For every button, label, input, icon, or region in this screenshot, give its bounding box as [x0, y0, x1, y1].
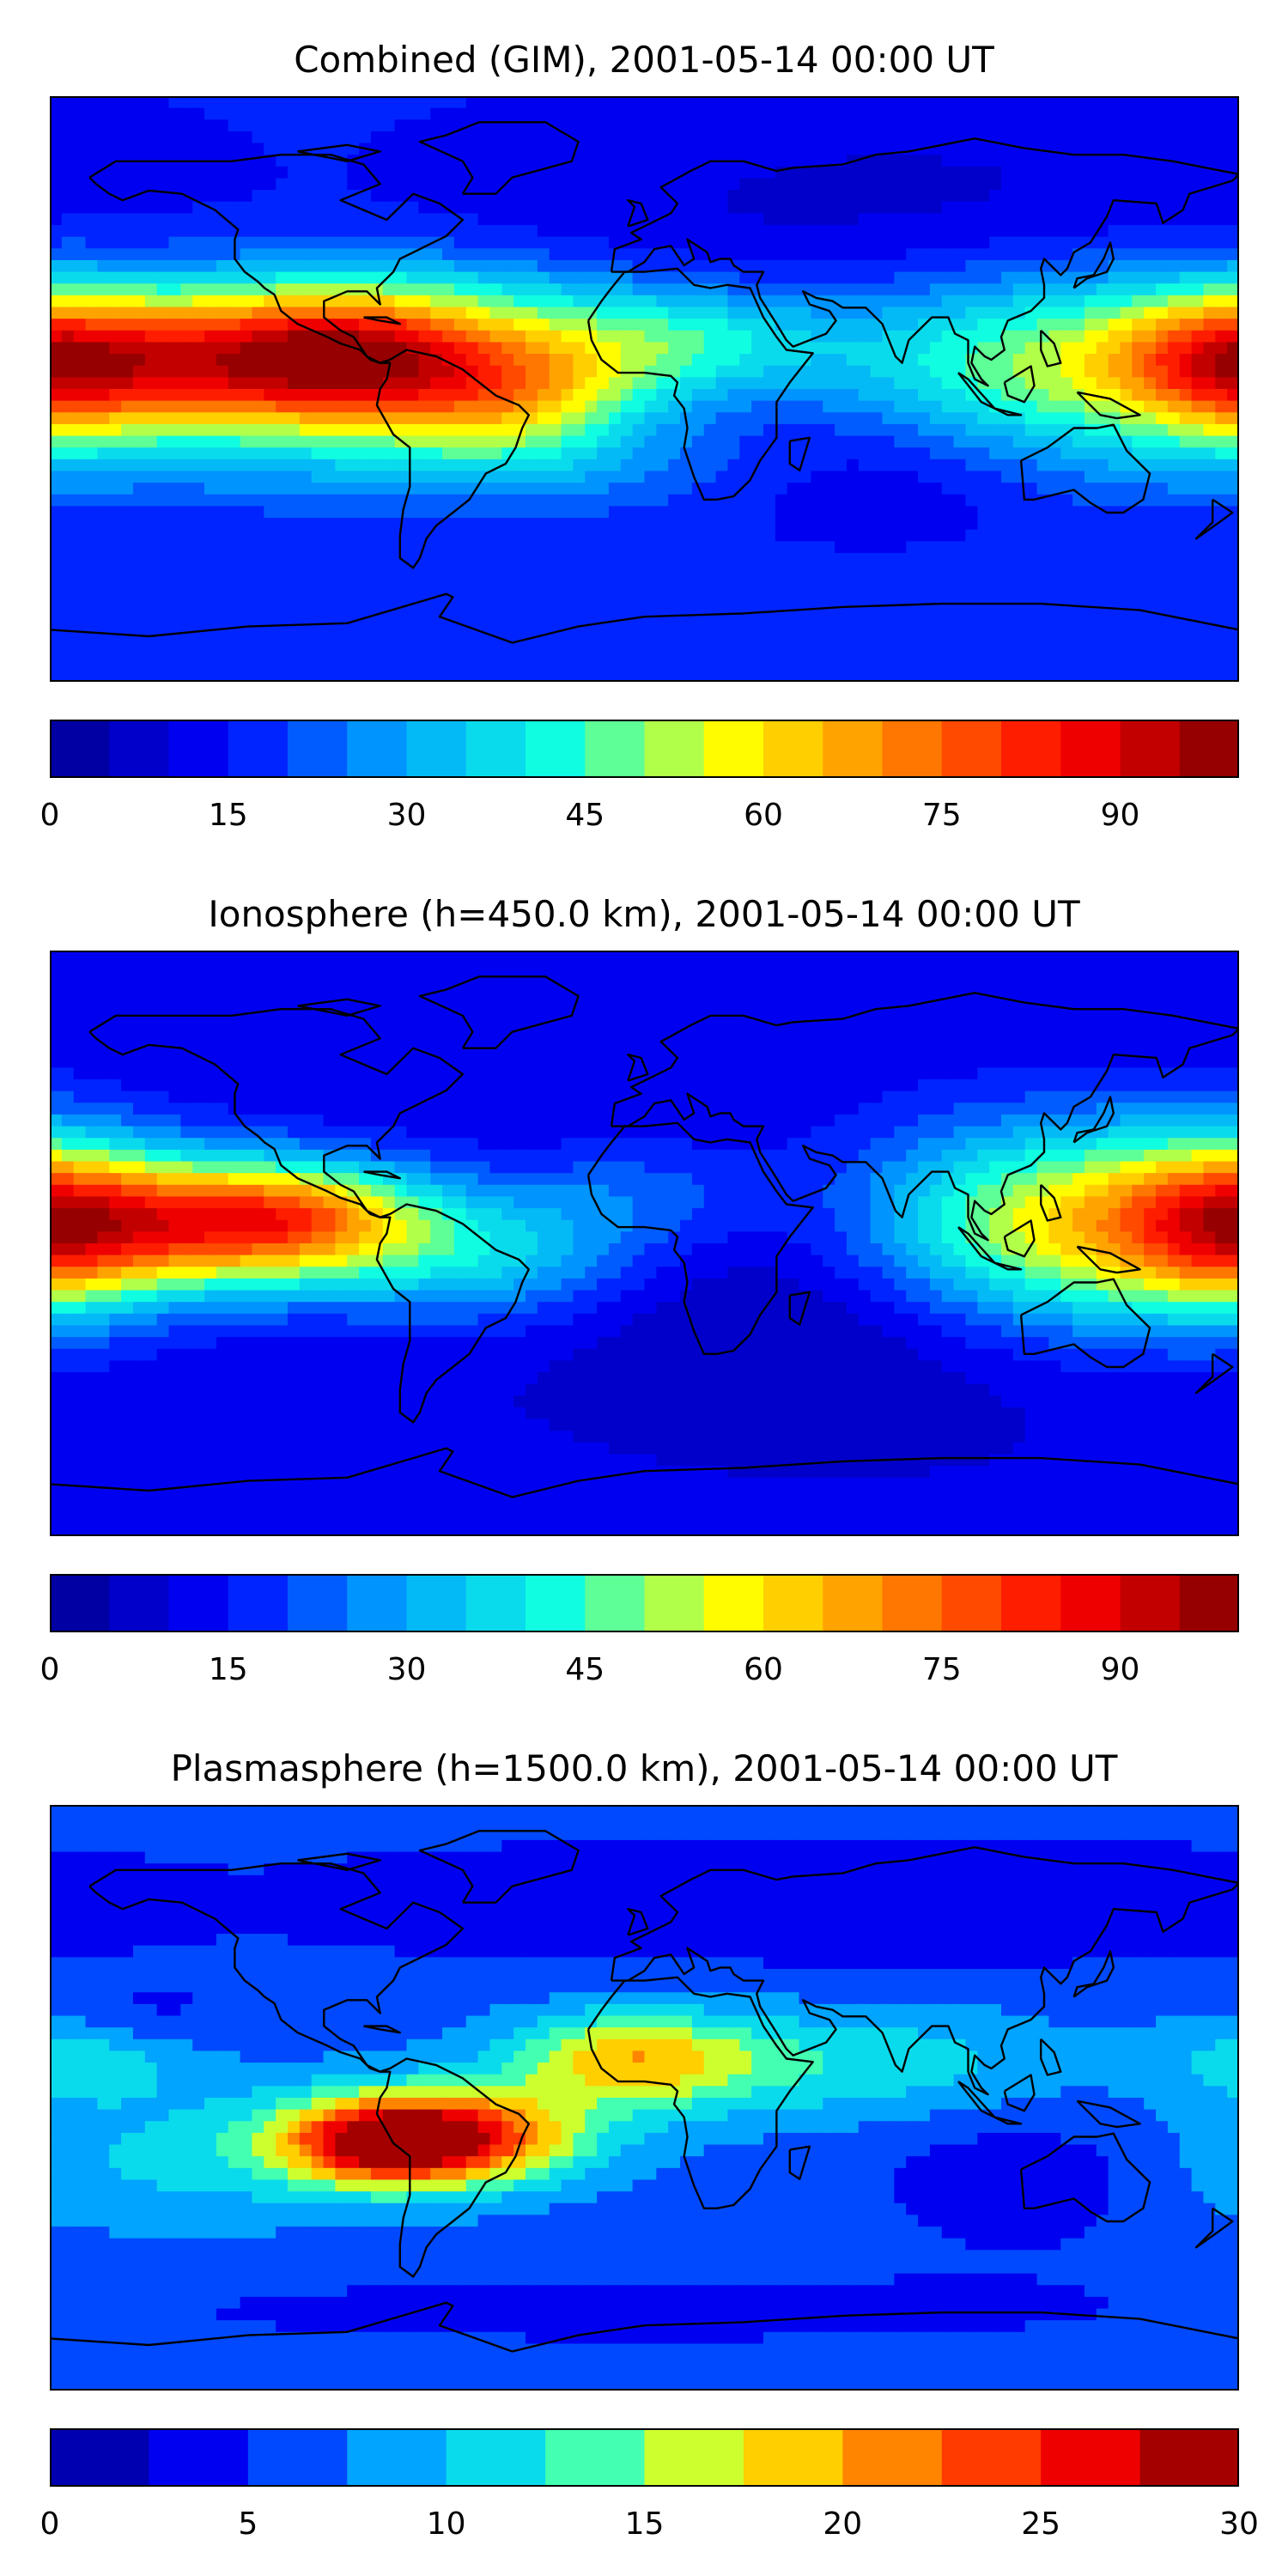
- coastlines: [50, 1830, 1239, 2353]
- colorbar-level: [703, 720, 764, 778]
- colorbar-tick: 20: [823, 2506, 863, 2542]
- colorbar-level: [465, 720, 526, 778]
- colorbar-level: [109, 1574, 169, 1632]
- colorbar-level: [288, 1574, 348, 1632]
- colorbar-level: [842, 2428, 943, 2487]
- colorbar-level: [703, 1574, 764, 1632]
- colorbar-level: [109, 720, 169, 778]
- colorbar-tick: 45: [565, 798, 605, 833]
- colorbar-level: [1001, 720, 1061, 778]
- colorbar-tick: 30: [386, 798, 427, 833]
- colorbar-level: [526, 720, 586, 778]
- colorbar-level: [1120, 720, 1181, 778]
- colorbar-level: [1001, 1574, 1061, 1632]
- colorbar-tick: 15: [624, 2506, 665, 2542]
- colorbar-level: [882, 1574, 943, 1632]
- colorbar-tick: 90: [1100, 1652, 1140, 1687]
- colorbar-level: [1139, 2428, 1239, 2487]
- colorbar-tick: 60: [744, 1652, 783, 1687]
- tec-contour-map-ionosphere: [50, 951, 1239, 1536]
- colorbar-level: [941, 2428, 1042, 2487]
- colorbar-level: [1041, 2428, 1141, 2487]
- colorbar-level: [763, 1574, 823, 1632]
- colorbar-level: [406, 1574, 467, 1632]
- colorbar-level: [247, 2428, 348, 2487]
- tec-contour-map-plasmasphere: [50, 1805, 1239, 2391]
- colorbar-level: [347, 720, 407, 778]
- colorbar-tick: 5: [238, 2506, 258, 2542]
- colorbar-tick: 0: [39, 798, 60, 833]
- colorbar-level: [585, 720, 645, 778]
- colorbar-level: [168, 1574, 229, 1632]
- colorbar-level: [406, 720, 467, 778]
- colorbar-tick: 15: [208, 798, 248, 833]
- colorbar-level: [168, 720, 229, 778]
- map-title-combined: Combined (GIM), 2001-05-14 00:00 UT: [294, 39, 994, 81]
- colorbar-tick: 15: [208, 1652, 248, 1687]
- colorbar-level: [743, 2428, 843, 2487]
- map-plasmasphere: [50, 1805, 1239, 2391]
- colorbar-level: [526, 1574, 586, 1632]
- colorbar-level: [347, 1574, 407, 1632]
- colorbar-level: [644, 2428, 744, 2487]
- colorbar-level: [50, 720, 110, 778]
- colorbar-level: [228, 720, 289, 778]
- colorbar-tick: 30: [1219, 2506, 1259, 2542]
- colorbar-tick: 75: [921, 798, 962, 833]
- colorbar-level: [1060, 720, 1121, 778]
- coastlines: [50, 975, 1239, 1498]
- colorbar-level: [1060, 1574, 1121, 1632]
- colorbar-level: [644, 720, 705, 778]
- colorbar-level: [941, 1574, 1002, 1632]
- colorbar-level: [941, 720, 1002, 778]
- colorbar-tick: 90: [1100, 798, 1140, 833]
- colorbar-tick: 60: [744, 798, 783, 833]
- colorbar-level: [446, 2428, 546, 2487]
- colorbar-level: [228, 1574, 289, 1632]
- colorbar-level: [347, 2428, 447, 2487]
- colorbar-level: [585, 1574, 645, 1632]
- colorbar-combined: [50, 720, 1239, 778]
- colorbar-level: [545, 2428, 645, 2487]
- colorbar-level: [823, 1574, 883, 1632]
- colorbar-level: [644, 1574, 705, 1632]
- map-title-ionosphere: Ionosphere (h=450.0 km), 2001-05-14 00:0…: [208, 893, 1080, 935]
- colorbar-tick: 0: [39, 2506, 60, 2542]
- map-title-plasmasphere: Plasmasphere (h=1500.0 km), 2001-05-14 0…: [170, 1747, 1118, 1789]
- colorbar-ionosphere: [50, 1574, 1239, 1632]
- colorbar-level: [1120, 1574, 1181, 1632]
- colorbar-level: [1179, 1574, 1239, 1632]
- map-ionosphere: [50, 951, 1239, 1536]
- colorbar-level: [823, 720, 883, 778]
- colorbar-level: [149, 2428, 249, 2487]
- colorbar-tick: 75: [921, 1652, 962, 1687]
- map-combined: [50, 96, 1239, 682]
- coastlines: [50, 121, 1239, 644]
- colorbar-level: [763, 720, 823, 778]
- tec-contour-map-combined: [50, 96, 1239, 682]
- colorbar-level: [50, 1574, 110, 1632]
- colorbar-tick: 30: [386, 1652, 427, 1687]
- colorbar-level: [882, 720, 943, 778]
- colorbar-tick: 10: [426, 2506, 466, 2542]
- colorbar-tick: 0: [39, 1652, 60, 1687]
- colorbar-level: [288, 720, 348, 778]
- colorbar-tick: 45: [565, 1652, 605, 1687]
- colorbar-plasmasphere: [50, 2428, 1239, 2487]
- colorbar-level: [50, 2428, 149, 2487]
- colorbar-tick: 25: [1021, 2506, 1061, 2542]
- colorbar-level: [465, 1574, 526, 1632]
- colorbar-level: [1179, 720, 1239, 778]
